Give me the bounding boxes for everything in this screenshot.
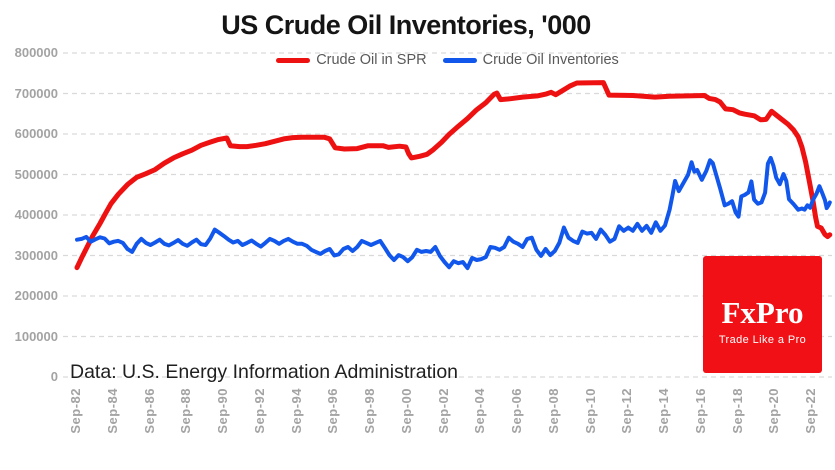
x-axis-label: Sep-04 xyxy=(472,388,488,434)
y-axis-label: 400000 xyxy=(14,207,58,222)
legend-item-inventories: Crude Oil Inventories xyxy=(442,52,619,68)
x-axis-label: Sep-10 xyxy=(582,388,598,434)
x-axis-label: Sep-92 xyxy=(251,388,267,434)
y-axis-label: 200000 xyxy=(14,288,58,303)
fxpro-logo: FxPro Trade Like a Pro xyxy=(703,256,822,373)
legend-label-spr: Crude Oil in SPR xyxy=(316,52,427,68)
y-axis-label: 0 xyxy=(50,369,58,384)
y-axis-label: 300000 xyxy=(14,247,58,263)
x-axis-label: Sep-06 xyxy=(509,388,524,434)
legend-label-inventories: Crude Oil Inventories xyxy=(482,52,619,68)
x-axis-label: Sep-88 xyxy=(178,388,194,434)
x-axis-label: Sep-82 xyxy=(68,388,83,434)
spr-series-line xyxy=(74,80,833,271)
spr-line-swatch xyxy=(276,57,311,63)
x-axis-label: Sep-08 xyxy=(545,388,561,434)
y-axis-label: 800000 xyxy=(14,45,58,60)
x-axis-label: Sep-86 xyxy=(141,388,157,434)
x-axis-label: Sep-84 xyxy=(104,388,120,434)
y-axis-label: 100000 xyxy=(14,328,58,344)
x-axis-label: Sep-16 xyxy=(692,388,708,434)
x-axis-label: Sep-22 xyxy=(803,388,818,434)
inventories-series-line xyxy=(75,155,832,271)
inventories-line-swatch xyxy=(442,57,477,63)
x-axis-label: Sep-00 xyxy=(398,388,414,434)
x-axis-label: Sep-96 xyxy=(325,388,341,434)
legend-item-spr: Crude Oil in SPR xyxy=(276,52,427,68)
x-axis-label: Sep-20 xyxy=(766,388,782,434)
chart-legend: Crude Oil in SPR Crude Oil Inventories xyxy=(63,51,832,69)
x-axis-label: Sep-98 xyxy=(362,388,377,434)
chart-title: US Crude Oil Inventories, '000 xyxy=(221,10,591,40)
y-axis-label: 700000 xyxy=(14,85,58,101)
x-axis-label: Sep-14 xyxy=(656,388,671,434)
fxpro-logo-tagline: Trade Like a Pro xyxy=(718,334,807,346)
data-source-note: Data: U.S. Energy Information Administra… xyxy=(70,361,459,383)
x-axis-label: Sep-12 xyxy=(619,388,635,434)
x-axis-label: Sep-90 xyxy=(215,388,230,434)
x-axis-label: Sep-18 xyxy=(729,388,745,434)
y-axis-label: 600000 xyxy=(14,126,58,141)
y-axis-label: 500000 xyxy=(14,166,58,182)
x-axis-label: Sep-94 xyxy=(288,388,304,434)
fxpro-logo-wordmark: FxPro xyxy=(721,295,804,330)
x-axis-label: Sep-02 xyxy=(435,388,451,434)
